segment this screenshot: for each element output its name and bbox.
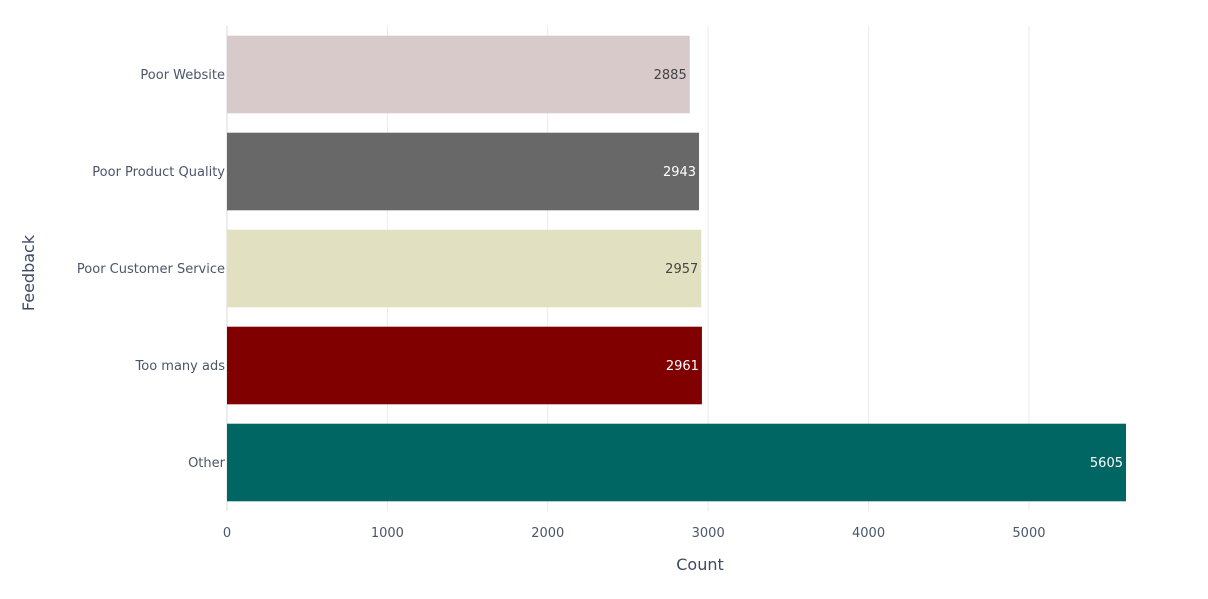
y-tick-label: Poor Customer Service bbox=[77, 262, 225, 277]
bar bbox=[227, 229, 702, 308]
x-tick-label: 4000 bbox=[852, 526, 885, 541]
y-tick-label: Poor Product Quality bbox=[92, 165, 225, 180]
bar bbox=[227, 35, 690, 114]
y-axis-ticks: Poor Website Poor Product Quality Poor Cus… bbox=[77, 68, 226, 471]
y-tick-label: Other bbox=[188, 456, 226, 471]
bars: 2885 2943 2957 2961 5605 bbox=[227, 35, 1126, 502]
bar bbox=[227, 326, 702, 405]
bar-data-label: 5605 bbox=[1090, 456, 1123, 471]
bar-data-label: 2961 bbox=[666, 359, 699, 374]
bar-data-label: 2943 bbox=[663, 165, 696, 180]
bar-data-label: 2885 bbox=[654, 68, 687, 83]
x-axis-ticks: 0 1000 2000 3000 4000 5000 bbox=[223, 526, 1046, 541]
x-tick-label: 0 bbox=[223, 526, 231, 541]
bar bbox=[227, 423, 1126, 502]
x-axis-title: Count bbox=[676, 555, 724, 574]
x-tick-label: 1000 bbox=[371, 526, 404, 541]
x-tick-label: 2000 bbox=[531, 526, 564, 541]
bar-data-label: 2957 bbox=[665, 262, 698, 277]
bar bbox=[227, 132, 700, 211]
x-tick-label: 3000 bbox=[692, 526, 725, 541]
x-tick-label: 5000 bbox=[1012, 526, 1045, 541]
y-axis-title: Feedback bbox=[19, 234, 38, 311]
y-tick-label: Too many ads bbox=[135, 359, 226, 374]
y-tick-label: Poor Website bbox=[140, 68, 225, 83]
